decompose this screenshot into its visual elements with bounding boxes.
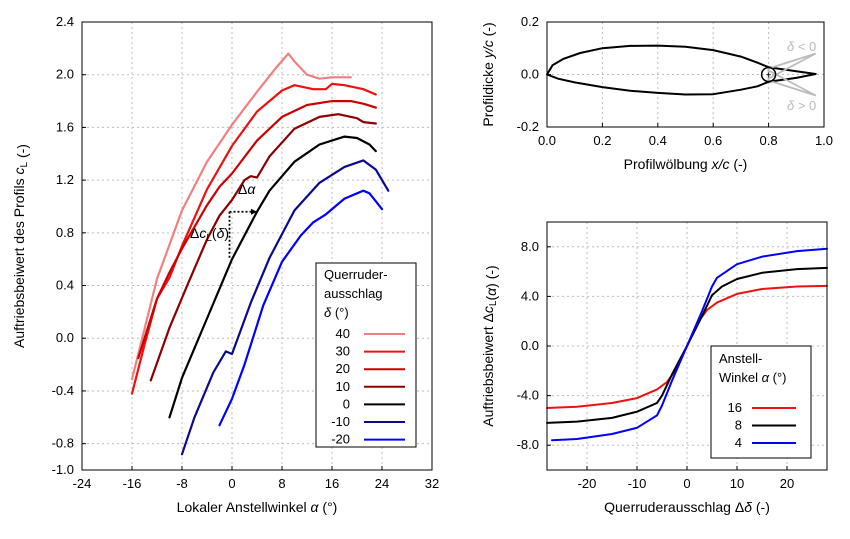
y-tick-label: 0.4 — [56, 278, 74, 293]
x-tick-label: -8 — [176, 476, 188, 491]
x-tick-label: 0.6 — [704, 133, 722, 148]
delta-positive-label: δ > 0 — [787, 98, 816, 113]
flap-hinge — [760, 66, 777, 83]
y-axis-label: Profildicke y/c (-) — [480, 22, 496, 126]
legend-label: -20 — [331, 432, 350, 447]
y-tick-label: -0.2 — [517, 119, 539, 134]
y-tick-label: 0.2 — [521, 14, 539, 29]
plot-frame — [81, 21, 433, 471]
flap-hinge-mark: + — [766, 71, 772, 82]
legend-label: 40 — [336, 326, 350, 341]
legend-title-line: δ (°) — [324, 305, 349, 320]
y-tick-label: 1.6 — [56, 119, 74, 134]
x-tick-label: 10 — [730, 476, 744, 491]
x-tick-label: 0 — [683, 476, 690, 491]
x-axis-label: Querruderausschlag Δδ (-) — [604, 499, 770, 515]
y-tick-label: 0.0 — [56, 330, 74, 345]
y-axis-label: Auftriebsbeiwert ΔcL(α) (-) — [480, 265, 499, 426]
series-line--20 — [218, 189, 384, 427]
y-tick-label: -0.8 — [52, 436, 74, 451]
legend-label: 10 — [336, 379, 350, 394]
x-axis-label: Lokaler Anstellwinkel α (°) — [177, 499, 338, 515]
x-tick-label: -20 — [578, 476, 597, 491]
legend-label: 20 — [336, 361, 350, 376]
y-tick-label: 0.8 — [56, 225, 74, 240]
series-line--10 — [180, 159, 390, 456]
y-tick-label: 2.0 — [56, 67, 74, 82]
legend-label: 16 — [728, 400, 742, 415]
y-axis-label: Auftriebsbeiwert des Profils cL (-) — [11, 144, 30, 348]
x-tick-label: 0.4 — [649, 133, 667, 148]
legend-title-line: ausschlag — [324, 286, 383, 301]
x-tick-label: 0.0 — [538, 133, 556, 148]
series-line-40 — [130, 52, 352, 381]
legend-label: -10 — [331, 414, 350, 429]
lift-vs-angle-chart: -24 -16 -8 0 8 16 24 32 -1.0 -0.8 -0.4 0.0 0.4 0.8 1.2… — [11, 14, 439, 515]
legend-label: 30 — [336, 344, 350, 359]
flap-down-outline — [767, 69, 817, 97]
x-tick-label: 8 — [278, 476, 285, 491]
x-tick-label: 24 — [375, 476, 389, 491]
delta-alpha-label: Δα — [238, 181, 256, 197]
x-tick-label: 20 — [780, 476, 794, 491]
legend-title-line: Anstell- — [719, 351, 762, 366]
x-axis-label: Profilwölbung x/c (-) — [624, 156, 748, 172]
y-tick-label: -1.0 — [52, 462, 74, 477]
series-line-30 — [130, 82, 377, 395]
y-tick-label: -4.0 — [517, 388, 539, 403]
x-tick-label: -24 — [73, 476, 92, 491]
legend-title-line: Winkel α (°) — [719, 370, 787, 385]
lift-delta-vs-deflection-chart: -20 -10 0 10 20 -8.0 -4.0 0.0 4.0 8.0 Querruderaus… — [480, 221, 828, 515]
series-line-0 — [168, 135, 377, 419]
delta-cl-label: ΔcL(δ) — [190, 225, 229, 244]
y-tick-label: 4.0 — [521, 288, 539, 303]
y-tick-label: 0.0 — [521, 67, 539, 82]
x-tick-label: 1.0 — [815, 133, 833, 148]
x-tick-label: 16 — [325, 476, 339, 491]
y-tick-label: 2.4 — [56, 14, 74, 29]
delta-alpha-arrowhead — [251, 208, 257, 215]
series-line-10 — [149, 113, 377, 382]
x-tick-label: 0 — [228, 476, 235, 491]
x-tick-label: -16 — [123, 476, 142, 491]
y-tick-label: -8.0 — [517, 437, 539, 452]
x-tick-label: 0.2 — [593, 133, 611, 148]
legend-box — [315, 262, 417, 448]
series-line-4 — [551, 247, 828, 442]
legend-label: 8 — [735, 418, 742, 433]
legend-label: 4 — [735, 435, 742, 450]
x-tick-label: -10 — [628, 476, 647, 491]
delta-negative-label: δ < 0 — [787, 39, 816, 54]
legend-label: 0 — [343, 396, 350, 411]
x-tick-label: 32 — [425, 476, 439, 491]
legend-title-line: Querruder- — [324, 267, 388, 282]
y-tick-label: 8.0 — [521, 239, 539, 254]
airfoil-profile-chart: 0.0 0.2 0.4 0.6 0.8 1.0-0.20.00.2Profilwölbun… — [480, 14, 833, 172]
x-tick-label: 0.8 — [760, 133, 778, 148]
legend-box — [710, 345, 812, 459]
y-tick-label: -0.4 — [52, 383, 74, 398]
series-line-20 — [137, 100, 377, 360]
series-line-profile-0 — [546, 44, 817, 96]
y-tick-label: 1.2 — [56, 172, 74, 187]
y-tick-label: 0.0 — [521, 338, 539, 353]
